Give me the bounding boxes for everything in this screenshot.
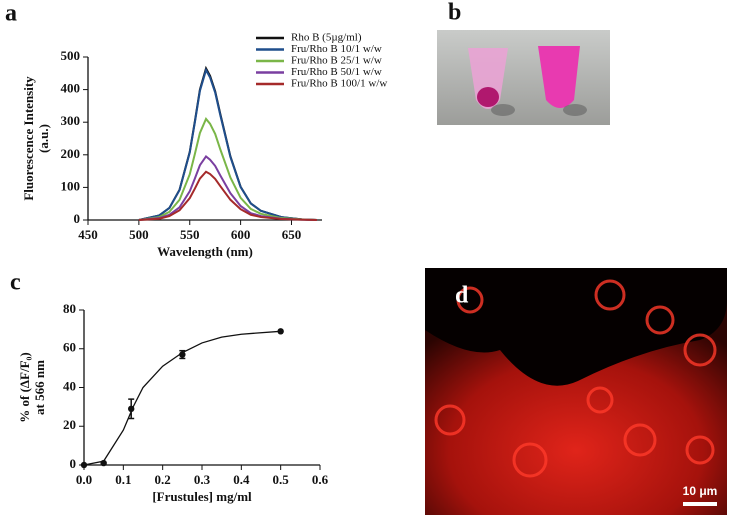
- x-tick-label: 0.6: [312, 472, 329, 487]
- data-point: [179, 351, 186, 358]
- x-tick-label: 550: [180, 227, 200, 242]
- legend-label: Fru/Rho B 10/1 w/w: [291, 43, 382, 55]
- x-tick-label: 0.4: [233, 472, 250, 487]
- x-tick-label: 0.1: [115, 472, 131, 487]
- y-tick-label: 200: [61, 146, 81, 161]
- y-tick-label: 40: [63, 378, 76, 393]
- fit-curve: [83, 330, 281, 466]
- panel-label: b: [448, 0, 461, 26]
- y-axis-label: Fluorescence Intensity: [21, 76, 36, 201]
- legend-label: Fru/Rho B 25/1 w/w: [291, 55, 382, 67]
- panel-label: c: [10, 270, 21, 296]
- y-tick-label: 20: [63, 417, 76, 432]
- panel-label: d: [455, 283, 469, 309]
- panel-label: a: [5, 1, 17, 27]
- spectrum-line: [138, 117, 317, 221]
- y-tick-label: 100: [61, 178, 81, 193]
- spectrum-line: [138, 67, 317, 221]
- x-axis-label: [Frustules] mg/ml: [152, 489, 252, 504]
- x-tick-label: 450: [78, 227, 98, 242]
- legend-label: Fru/Rho B 50/1 w/w: [291, 66, 382, 78]
- y-tick-label: 60: [63, 340, 76, 355]
- x-tick-label: 0.2: [155, 472, 171, 487]
- y-axis-label: % of (ΔF/F₀): [17, 352, 32, 423]
- legend-label: Fru/Rho B 100/1 w/w: [291, 78, 387, 90]
- micrograph-d: [425, 268, 727, 515]
- y-axis-label: (a.u.): [36, 124, 51, 153]
- y-tick-label: 0: [74, 211, 81, 226]
- x-tick-label: 500: [129, 227, 149, 242]
- x-tick-label: 0.0: [76, 472, 92, 487]
- x-axis-label: Wavelength (nm): [157, 244, 253, 259]
- y-axis-label: at 566 nm: [32, 360, 47, 415]
- data-point: [100, 459, 107, 467]
- y-tick-label: 80: [63, 301, 76, 316]
- y-tick-label: 500: [61, 48, 81, 63]
- spectrum-line: [138, 170, 317, 221]
- y-tick-label: 300: [61, 113, 81, 128]
- data-point: [277, 328, 284, 335]
- x-tick-label: 0.3: [194, 472, 211, 487]
- legend-label: Rho B (5µg/ml): [291, 32, 362, 44]
- x-tick-label: 600: [231, 227, 251, 242]
- x-tick-label: 0.5: [273, 472, 290, 487]
- data-point: [128, 405, 135, 413]
- scale-bar-label: 10 μm: [683, 484, 718, 498]
- photo-b: [437, 30, 610, 125]
- y-tick-label: 400: [61, 81, 81, 96]
- data-point: [80, 461, 88, 469]
- x-tick-label: 650: [282, 227, 302, 242]
- y-tick-label: 0: [70, 456, 77, 471]
